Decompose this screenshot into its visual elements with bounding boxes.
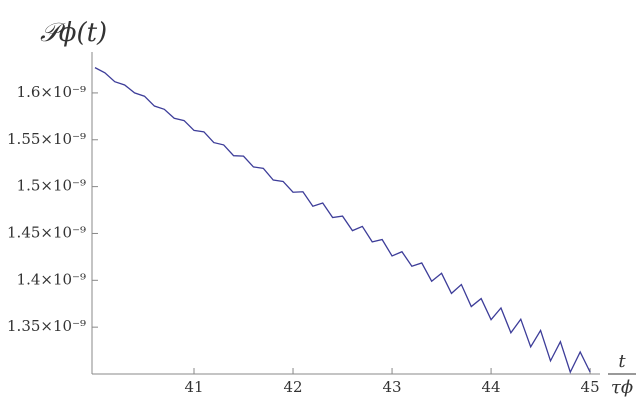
y-tick-label: 1.55×10⁻⁹ (7, 130, 86, 148)
x-tick-label: 41 (184, 378, 203, 396)
y-tick-label: 1.6×10⁻⁹ (17, 83, 86, 101)
x-tick-label: 45 (581, 378, 600, 396)
y-axis-label: 𝒫ϕ(t) (40, 18, 107, 48)
x-tick-label: 42 (283, 378, 302, 396)
y-tick-label: 1.35×10⁻⁹ (7, 317, 86, 335)
y-tick-label: 1.4×10⁻⁹ (17, 270, 86, 288)
x-tick-label: 43 (382, 378, 401, 396)
x-tick-label: 44 (482, 378, 501, 396)
data-line (94, 67, 591, 374)
y-tick-label: 1.5×10⁻⁹ (17, 177, 86, 195)
y-tick-label: 1.45×10⁻⁹ (7, 223, 86, 241)
x-axis-label-denominator: τϕ (611, 377, 633, 398)
x-axis-label-numerator: t (618, 351, 626, 372)
